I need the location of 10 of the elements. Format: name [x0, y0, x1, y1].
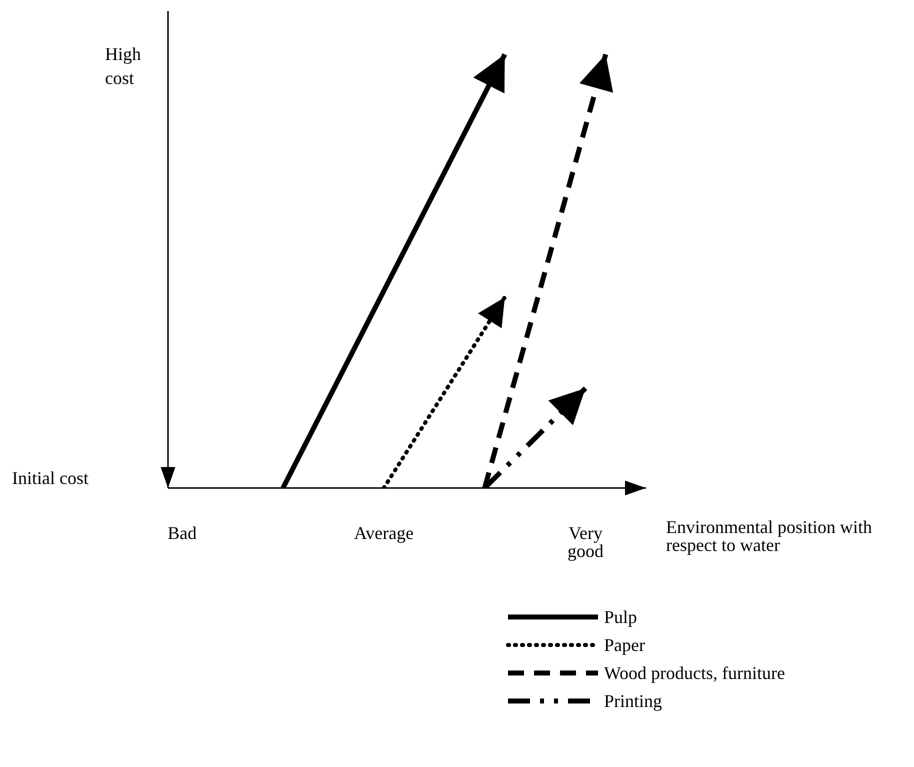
x-tick-label: Bad: [168, 522, 197, 543]
x-tick-label: Average: [354, 522, 414, 543]
text: High cost: [105, 43, 142, 90]
x-axis-title: Environmental position with respect to water: [666, 516, 872, 555]
x-tick-label: Very good: [567, 522, 604, 561]
legend-label: Printing: [604, 690, 662, 712]
legend-label: Paper: [604, 634, 645, 656]
legend-label: Wood products, furniture: [604, 662, 786, 684]
text: Initial cost: [12, 467, 90, 490]
legend-label: Pulp: [604, 606, 638, 628]
